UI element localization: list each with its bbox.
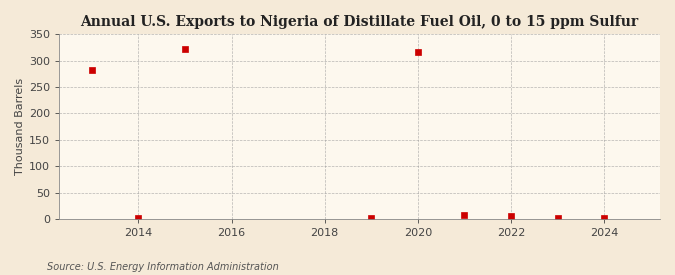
Title: Annual U.S. Exports to Nigeria of Distillate Fuel Oil, 0 to 15 ppm Sulfur: Annual U.S. Exports to Nigeria of Distil… bbox=[80, 15, 639, 29]
Text: Source: U.S. Energy Information Administration: Source: U.S. Energy Information Administ… bbox=[47, 262, 279, 272]
Y-axis label: Thousand Barrels: Thousand Barrels bbox=[15, 78, 25, 175]
